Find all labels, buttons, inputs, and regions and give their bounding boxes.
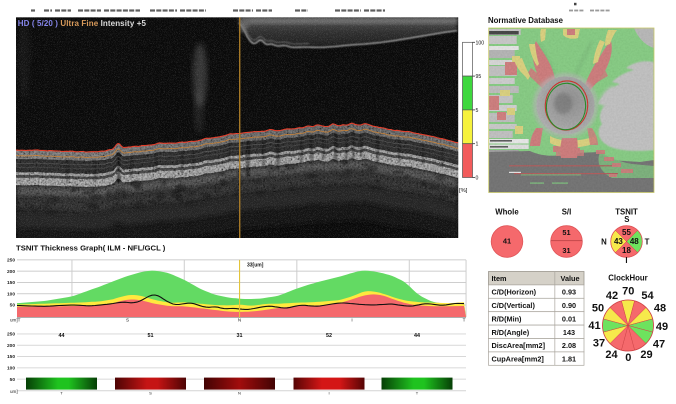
svg-text:48: 48 [654, 303, 666, 315]
svg-text:37: 37 [593, 338, 605, 350]
svg-text:44: 44 [59, 333, 65, 339]
svg-text:DiscArea[mm2]: DiscArea[mm2] [492, 341, 546, 350]
svg-text:29: 29 [640, 349, 652, 361]
svg-text:HD ( 5/20 ) Ultra Fine Intensi: HD ( 5/20 ) Ultra Fine Intensity +5 [18, 19, 147, 28]
svg-text:100: 100 [7, 366, 15, 372]
svg-text:50: 50 [592, 303, 604, 315]
svg-text:1.81: 1.81 [562, 355, 576, 364]
svg-text:52: 52 [326, 333, 332, 339]
svg-text:I: I [625, 256, 627, 265]
svg-text:50: 50 [10, 377, 16, 383]
svg-text:Item: Item [492, 274, 508, 283]
svg-text:T: T [18, 318, 21, 323]
svg-text:150: 150 [7, 280, 15, 286]
svg-text:100: 100 [7, 291, 15, 297]
svg-text:24: 24 [605, 349, 618, 361]
svg-text:S/I: S/I [562, 208, 572, 217]
svg-text:55: 55 [622, 228, 631, 237]
svg-text:C/D(Vertical): C/D(Vertical) [492, 301, 536, 310]
svg-text:1: 1 [476, 142, 479, 148]
svg-text:N: N [601, 237, 607, 246]
svg-text:[%]: [%] [459, 188, 468, 194]
svg-text:43: 43 [614, 237, 623, 246]
svg-text:31: 31 [562, 246, 570, 255]
svg-text:47: 47 [653, 339, 665, 351]
svg-text:48: 48 [630, 237, 639, 246]
svg-text:5: 5 [476, 108, 479, 114]
svg-text:I: I [328, 391, 329, 396]
svg-text:S: S [624, 215, 629, 224]
svg-text:33[um]: 33[um] [247, 263, 264, 269]
svg-text:95: 95 [476, 74, 482, 80]
svg-text:0.93: 0.93 [562, 288, 576, 297]
svg-text:T: T [416, 391, 419, 396]
svg-text:2.08: 2.08 [562, 341, 576, 350]
svg-text:0: 0 [625, 352, 631, 364]
svg-text:70: 70 [622, 286, 634, 298]
svg-text:18: 18 [622, 246, 631, 255]
svg-text:51: 51 [148, 333, 154, 339]
svg-text:31: 31 [237, 333, 243, 339]
svg-text:ClockHour: ClockHour [608, 274, 647, 283]
svg-text:T: T [463, 318, 466, 323]
svg-text:51: 51 [562, 228, 570, 237]
svg-text:200: 200 [7, 343, 15, 349]
svg-text:44: 44 [414, 333, 420, 339]
svg-text:42: 42 [606, 290, 618, 302]
svg-text:CupArea[mm2]: CupArea[mm2] [492, 355, 545, 364]
svg-text:Normative Database: Normative Database [488, 16, 564, 25]
svg-text:49: 49 [656, 321, 668, 333]
svg-text:200: 200 [7, 269, 15, 275]
svg-text:41: 41 [503, 237, 511, 246]
svg-text:150: 150 [7, 354, 15, 360]
svg-text:143: 143 [563, 328, 575, 337]
svg-text:um]: um] [10, 318, 18, 323]
svg-text:TSNIT: TSNIT [615, 208, 638, 217]
svg-text:R/D(Angle): R/D(Angle) [492, 328, 530, 337]
svg-text:50: 50 [10, 303, 16, 309]
svg-text:N: N [238, 391, 241, 396]
svg-text:0.90: 0.90 [562, 301, 576, 310]
svg-text:Whole: Whole [495, 208, 519, 217]
svg-text:41: 41 [588, 320, 600, 332]
svg-text:T: T [60, 391, 63, 396]
svg-text:T: T [645, 237, 650, 246]
svg-text:um]: um] [10, 389, 18, 394]
svg-text:0: 0 [476, 176, 479, 182]
svg-text:S: S [126, 318, 129, 323]
svg-text:I: I [351, 318, 352, 323]
svg-text:54: 54 [641, 290, 654, 302]
svg-text:C/D(Horizon): C/D(Horizon) [492, 288, 537, 297]
svg-text:250: 250 [7, 258, 15, 264]
svg-text:Value: Value [561, 274, 580, 283]
svg-text:250: 250 [7, 332, 15, 338]
svg-text:S: S [149, 391, 152, 396]
svg-text:R/D(Min): R/D(Min) [492, 314, 523, 323]
svg-text:100: 100 [476, 40, 485, 46]
svg-text:N: N [238, 318, 241, 323]
svg-text:0.01: 0.01 [562, 314, 576, 323]
svg-text:TSNIT Thickness Graph( ILM - N: TSNIT Thickness Graph( ILM - NFL/GCL ) [16, 244, 166, 253]
